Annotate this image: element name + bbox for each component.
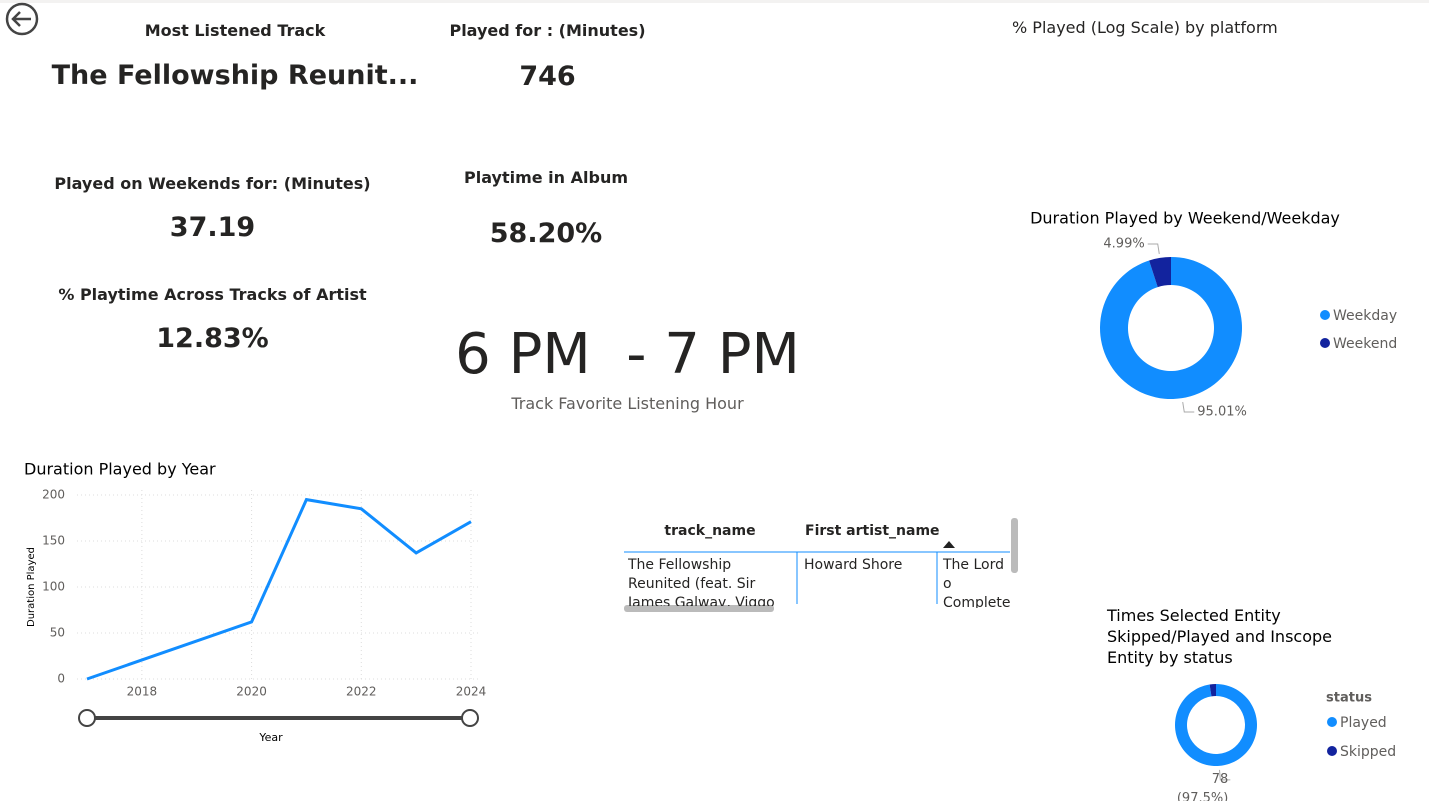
x-tick-label: 2024 xyxy=(456,685,487,699)
card-label: Played for : (Minutes) xyxy=(449,21,646,40)
legend-label: Weekend xyxy=(1333,336,1397,352)
legend-label: Played xyxy=(1340,715,1387,731)
table: track_name First artist_name The Fellows… xyxy=(623,518,1018,608)
card-value: 12.83% xyxy=(156,323,269,354)
donut-slice xyxy=(1209,684,1216,697)
legend-marker xyxy=(1327,746,1337,756)
leader-line xyxy=(1219,769,1231,781)
label-line: 78 xyxy=(1212,771,1229,786)
chart-title: Duration Played by Weekend/Weekday xyxy=(1030,209,1340,228)
slider-handle[interactable] xyxy=(461,709,479,727)
visual-title: % Played (Log Scale) by platform xyxy=(1012,18,1278,37)
horizontal-scrollbar[interactable] xyxy=(624,605,774,612)
card-value: 746 xyxy=(519,61,576,92)
card-label: Playtime in Album xyxy=(464,168,628,187)
column-header[interactable]: track_name xyxy=(664,523,756,539)
card-value: The Fellowship Reunit... xyxy=(51,60,419,91)
back-arrow[interactable] xyxy=(11,11,31,27)
table-cell: The Fellowship Reunited (feat. Sir James… xyxy=(628,557,775,606)
title-line: Times Selected Entity xyxy=(1106,606,1281,625)
legend-marker xyxy=(1320,338,1330,348)
sort-arrow[interactable] xyxy=(943,541,955,548)
donut-slice xyxy=(1149,257,1171,288)
label-line: (97.5%) xyxy=(1177,790,1228,801)
title-line: Skipped/Played and Inscope xyxy=(1107,627,1332,646)
favorite-hour-label: Track Favorite Listening Hour xyxy=(511,394,744,413)
y-tick-label: 100 xyxy=(42,580,65,594)
legend-marker xyxy=(1327,717,1337,727)
leader-line xyxy=(1182,402,1195,413)
legend-label: Skipped xyxy=(1340,744,1396,760)
x-axis-label: Year xyxy=(258,731,283,744)
card-value: 58.20% xyxy=(489,218,603,249)
back-circle[interactable] xyxy=(5,2,39,36)
chart-title: Duration Played by Year xyxy=(24,460,216,479)
favorite-hour: 6 PM - 7 PM xyxy=(455,322,800,387)
leader-line xyxy=(1147,243,1160,254)
card-label: % Playtime Across Tracks of Artist xyxy=(58,285,367,304)
line-series xyxy=(86,497,472,681)
column-header[interactable]: First artist_name xyxy=(805,523,940,539)
y-tick-label: 50 xyxy=(50,626,65,640)
back-button[interactable] xyxy=(5,2,39,36)
y-axis-label: Duration Played xyxy=(26,547,37,627)
title-line: Entity by status xyxy=(1107,648,1233,667)
legend-title: status xyxy=(1326,691,1372,706)
y-tick-label: 150 xyxy=(42,534,65,548)
data-label: 95.01% xyxy=(1197,404,1247,419)
table-cell: Howard Shore xyxy=(804,557,903,573)
x-tick-label: 2022 xyxy=(346,685,377,699)
top-strip xyxy=(0,0,1429,3)
chart-title: Times Selected Entity Skipped/Played and … xyxy=(1106,606,1332,667)
y-tick-label: 200 xyxy=(42,488,65,502)
x-tick-label: 2020 xyxy=(236,685,267,699)
donut-slice xyxy=(1099,257,1242,400)
card-label: Most Listened Track xyxy=(144,21,326,40)
data-label: 4.99% xyxy=(1103,237,1144,252)
table-cell: The Lord o Complete xyxy=(943,557,1011,608)
slider-handle[interactable] xyxy=(78,709,96,727)
card-label: Played on Weekends for: (Minutes) xyxy=(54,174,371,193)
legend-label: Weekday xyxy=(1333,308,1397,324)
data-label: 78 (97.5%) xyxy=(1177,771,1228,801)
legend-marker xyxy=(1320,310,1330,320)
donut-slice xyxy=(1175,684,1257,767)
card-value: 37.19 xyxy=(169,212,256,243)
y-tick-label: 0 xyxy=(57,672,65,686)
x-tick-label: 2018 xyxy=(127,685,158,699)
vertical-scrollbar[interactable] xyxy=(1011,518,1018,573)
